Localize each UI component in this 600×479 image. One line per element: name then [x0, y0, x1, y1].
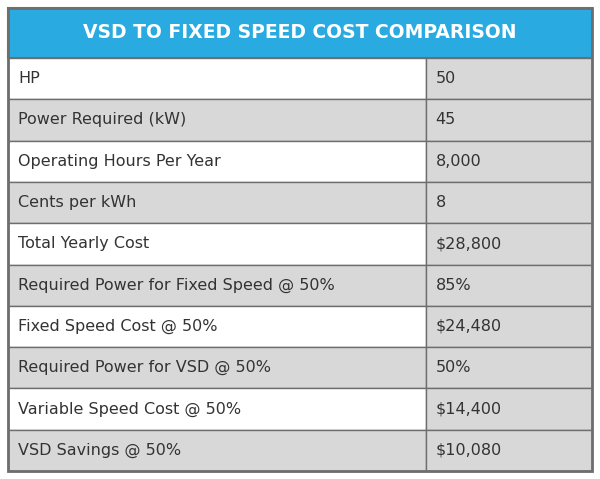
Bar — [8, 306, 425, 347]
Text: VSD Savings @ 50%: VSD Savings @ 50% — [18, 443, 181, 458]
Text: 85%: 85% — [436, 278, 471, 293]
Text: VSD TO FIXED SPEED COST COMPARISON: VSD TO FIXED SPEED COST COMPARISON — [83, 23, 517, 43]
Text: Total Yearly Cost: Total Yearly Cost — [18, 236, 149, 251]
Bar — [425, 141, 592, 182]
Text: $14,400: $14,400 — [436, 401, 502, 417]
Text: Required Power for VSD @ 50%: Required Power for VSD @ 50% — [18, 360, 271, 376]
Bar — [8, 99, 425, 141]
Bar — [8, 388, 425, 430]
Bar — [8, 8, 592, 58]
Text: Power Required (kW): Power Required (kW) — [18, 113, 186, 127]
Text: 8: 8 — [436, 195, 446, 210]
Bar — [8, 182, 425, 223]
Bar — [8, 430, 425, 471]
Text: Variable Speed Cost @ 50%: Variable Speed Cost @ 50% — [18, 401, 241, 417]
Bar — [425, 58, 592, 99]
Text: 50%: 50% — [436, 360, 471, 375]
Text: 50: 50 — [436, 71, 456, 86]
Bar — [425, 264, 592, 306]
Text: Fixed Speed Cost @ 50%: Fixed Speed Cost @ 50% — [18, 319, 218, 334]
Bar — [8, 264, 425, 306]
Bar — [425, 99, 592, 141]
Text: 45: 45 — [436, 113, 456, 127]
Text: HP: HP — [18, 71, 40, 86]
Bar — [8, 58, 425, 99]
Bar — [425, 430, 592, 471]
Bar — [425, 388, 592, 430]
Text: $10,080: $10,080 — [436, 443, 502, 458]
Bar — [425, 182, 592, 223]
Bar — [8, 223, 425, 264]
Bar — [425, 347, 592, 388]
Text: $24,480: $24,480 — [436, 319, 502, 334]
Text: 8,000: 8,000 — [436, 154, 481, 169]
Text: Cents per kWh: Cents per kWh — [18, 195, 136, 210]
Text: Required Power for Fixed Speed @ 50%: Required Power for Fixed Speed @ 50% — [18, 277, 335, 293]
Bar — [8, 347, 425, 388]
Text: Operating Hours Per Year: Operating Hours Per Year — [18, 154, 221, 169]
Text: $28,800: $28,800 — [436, 236, 502, 251]
Bar — [8, 141, 425, 182]
Bar — [425, 223, 592, 264]
Bar — [425, 306, 592, 347]
